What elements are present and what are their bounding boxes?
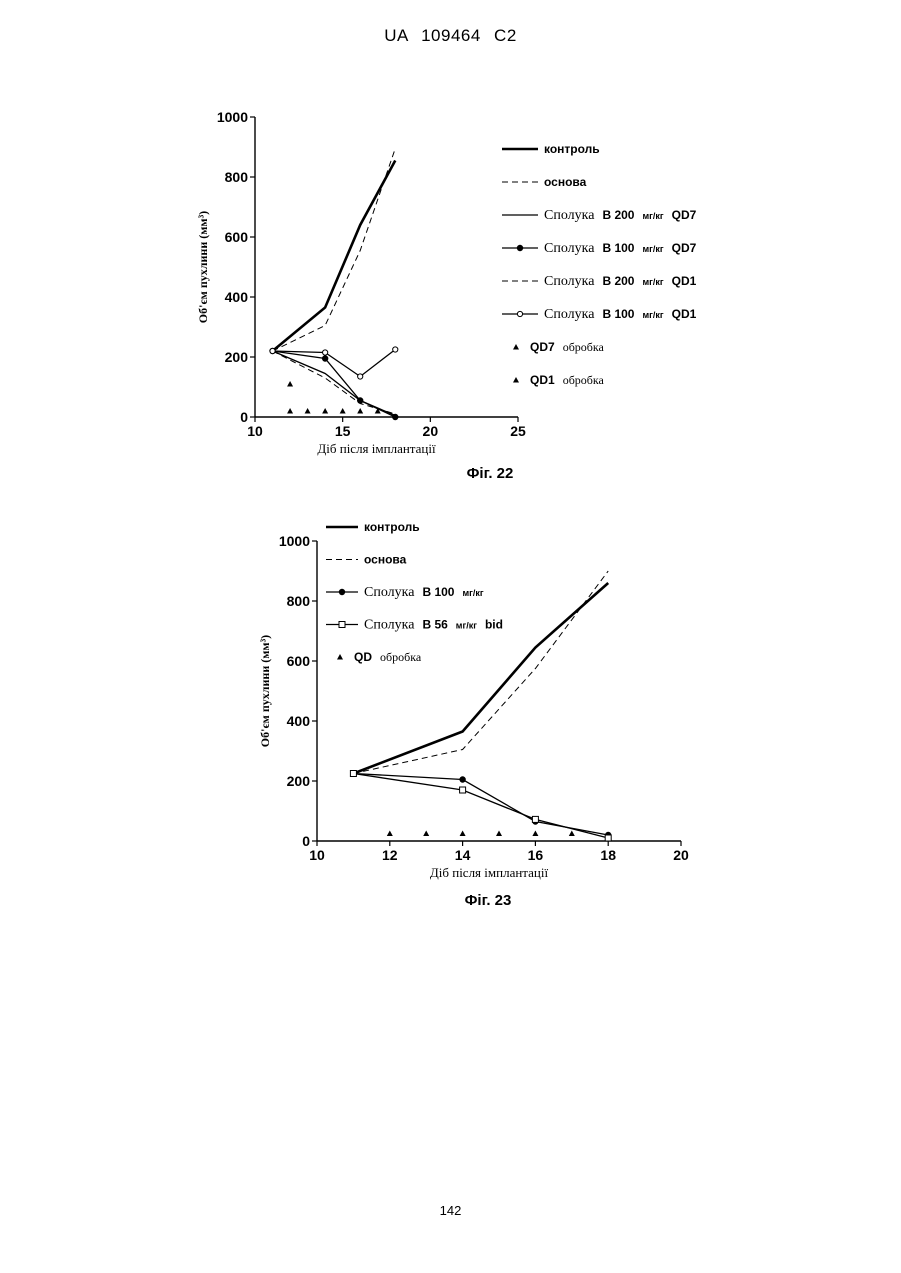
treatment-marker — [569, 831, 575, 837]
x-tick-label: 12 — [382, 847, 398, 863]
figure-23-chart: 10121416182002004006008001000Діб після і… — [0, 0, 901, 920]
series-line — [353, 774, 608, 836]
x-tick-label: 18 — [600, 847, 616, 863]
legend-label-part: контроль — [364, 520, 420, 534]
legend-label: контроль — [364, 520, 420, 534]
x-tick-label: 16 — [528, 847, 544, 863]
legend-label: основа — [364, 553, 407, 567]
y-tick-label: 0 — [302, 833, 310, 849]
legend-label-part: bid — [485, 618, 503, 632]
treatment-marker — [423, 831, 429, 837]
figure-caption: Фіг. 23 — [465, 892, 512, 909]
legend-label-part: мг/кг — [462, 588, 483, 598]
page-number: 142 — [0, 1203, 901, 1218]
legend-label-part: B 56 — [422, 618, 448, 632]
series-group — [353, 571, 608, 774]
treatment-group — [387, 831, 575, 837]
series-group — [350, 771, 611, 842]
legend-label: Сполука B 100 мг/кг — [364, 585, 484, 600]
x-tick-label: 10 — [309, 847, 325, 863]
y-axis-label: Об'єм пухлини (мм³) — [258, 635, 272, 747]
x-tick-label: 20 — [673, 847, 689, 863]
legend-label-part: Сполука — [364, 618, 415, 633]
treatment-marker — [460, 831, 466, 837]
legend-label-part: Сполука — [364, 585, 415, 600]
series-line — [353, 583, 608, 774]
legend-label-part: QD — [354, 650, 372, 664]
data-point — [350, 771, 356, 777]
y-tick-label: 800 — [287, 593, 311, 609]
legend-label: QD обробка — [354, 650, 422, 664]
data-point — [532, 816, 538, 822]
data-point — [460, 787, 466, 793]
data-point — [459, 776, 465, 782]
treatment-marker — [387, 831, 393, 837]
series-line — [353, 774, 608, 839]
legend-label-part: обробка — [380, 650, 422, 664]
legend: контроль основа Сполука B 100 мг/кг Сполука B … — [326, 520, 503, 664]
x-tick-label: 14 — [455, 847, 471, 863]
y-tick-label: 200 — [287, 773, 311, 789]
legend-label-part: B 100 — [422, 585, 454, 599]
legend-marker — [337, 654, 343, 660]
y-tick-label: 600 — [287, 653, 311, 669]
x-axis-label: Діб після імплантації — [430, 865, 549, 880]
legend-label: Сполука B 56 мг/кг bid — [364, 618, 503, 633]
treatment-marker — [496, 831, 502, 837]
series-line — [353, 571, 608, 774]
treatment-marker — [532, 831, 538, 837]
y-tick-label: 400 — [287, 713, 311, 729]
data-point — [605, 835, 611, 841]
legend-label-part: основа — [364, 553, 407, 567]
legend-marker — [339, 622, 345, 628]
series-group — [350, 770, 611, 838]
series-group — [353, 583, 608, 774]
y-tick-label: 1000 — [279, 533, 310, 549]
legend-marker — [339, 589, 345, 595]
legend-label-part: мг/кг — [456, 621, 477, 631]
